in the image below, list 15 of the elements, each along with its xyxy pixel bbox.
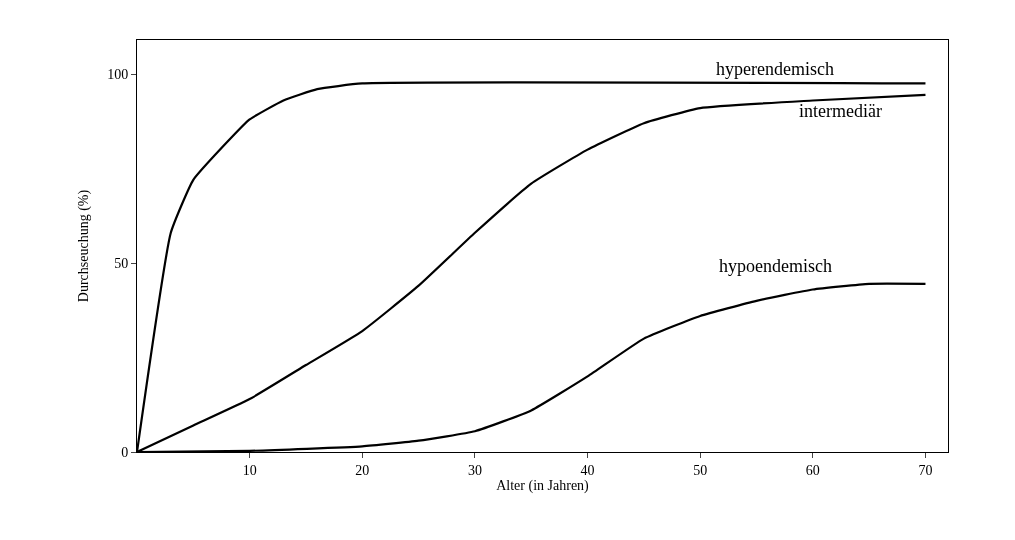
- x-tick-label: 60: [805, 462, 820, 478]
- x-tick-label: 40: [580, 462, 595, 478]
- y-tick-label: 0: [121, 444, 129, 460]
- x-tick-label: 30: [467, 462, 482, 478]
- x-tick-label: 10: [242, 462, 257, 478]
- y-tick-label: 100: [107, 66, 129, 82]
- x-tick-label: 50: [693, 462, 708, 478]
- x-axis-title: Alter (in Jahren): [496, 477, 590, 494]
- x-tick-label: 70: [918, 462, 933, 478]
- series-label: hyperendemisch: [716, 59, 834, 79]
- x-tick-label: 20: [355, 462, 370, 478]
- y-axis-title: Durchseuchung (%): [75, 189, 92, 303]
- series-label: intermediär: [799, 101, 882, 121]
- series-label: hypoendemisch: [719, 256, 832, 276]
- y-tick-label: 50: [114, 255, 129, 271]
